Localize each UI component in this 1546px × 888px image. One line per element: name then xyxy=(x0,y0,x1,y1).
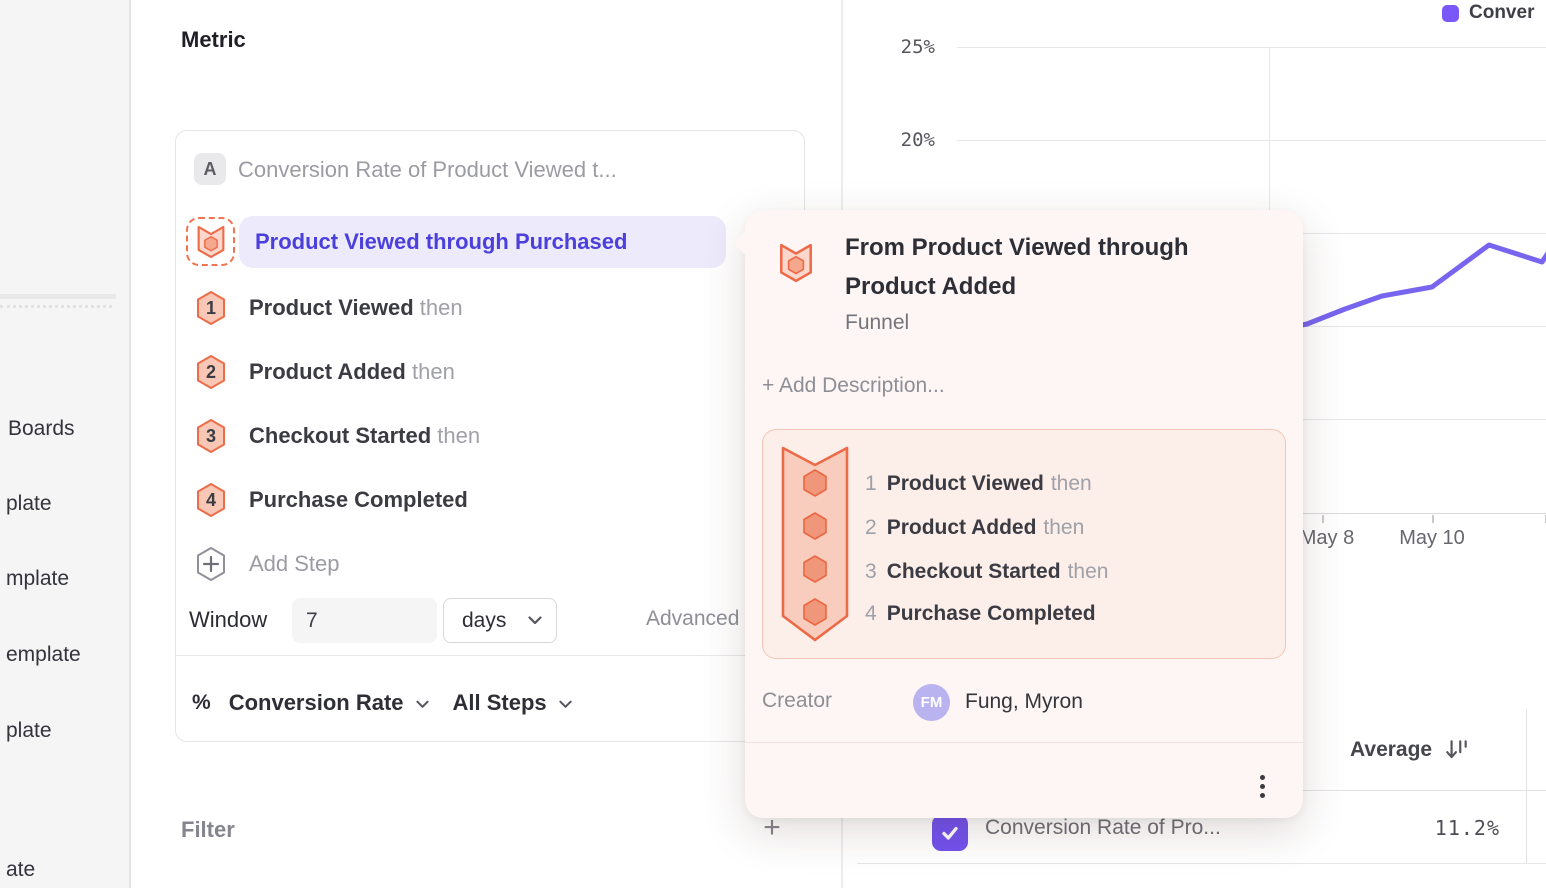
y-axis-tick-25: 25% xyxy=(900,36,935,58)
add-step-button[interactable]: Add Step xyxy=(195,546,340,582)
average-header-label: Average xyxy=(1350,738,1433,761)
advanced-link[interactable]: Advanced xyxy=(646,607,740,630)
funnel-step-row-1[interactable]: 1 Product Viewed then xyxy=(195,290,463,326)
funnel-banner-icon xyxy=(779,444,851,651)
sort-descending-icon[interactable] xyxy=(1444,737,1470,763)
step-2-hexagon-icon: 2 xyxy=(195,354,227,390)
card-divider xyxy=(176,655,804,656)
measure-dropdown[interactable]: Conversion Rate xyxy=(228,690,404,715)
sidebar-divider xyxy=(0,294,116,299)
selected-funnel-pill[interactable]: Product Viewed through Purchased xyxy=(239,216,726,268)
funnel-icon xyxy=(778,242,814,289)
sidebar-dotted-divider xyxy=(0,305,112,308)
table-row-average-value: 11.2% xyxy=(1434,816,1500,840)
step-3-name: Checkout Started xyxy=(249,423,432,448)
metric-builder-panel: Metric A Conversion Rate of Product View… xyxy=(133,0,841,888)
table-column-divider xyxy=(1526,710,1527,863)
creator-avatar: FM xyxy=(913,684,950,721)
sidebar-item-boards[interactable]: Boards xyxy=(8,417,75,440)
steps-scope-dropdown[interactable]: All Steps xyxy=(452,690,547,715)
window-unit-select[interactable]: days xyxy=(443,598,557,643)
checkmark-icon xyxy=(942,826,958,840)
funnel-step-row-2[interactable]: 2 Product Added then xyxy=(195,354,455,390)
popover-footer-divider xyxy=(745,742,1303,743)
funnel-preview-card: 1 Product Viewed then 2 Product Added th… xyxy=(762,429,1286,659)
window-unit-value: days xyxy=(462,608,507,632)
sidebar-item-template-4[interactable]: plate xyxy=(6,719,52,742)
table-row-label[interactable]: Conversion Rate of Pro... xyxy=(985,816,1221,839)
sidebar-item-template-5[interactable]: ate xyxy=(6,858,36,881)
legend-label: Conver xyxy=(1469,2,1535,23)
chart-legend[interactable]: Conver xyxy=(1442,2,1534,24)
series-badge: A xyxy=(194,153,226,185)
sidebar-item-template-3[interactable]: emplate xyxy=(6,643,81,666)
funnel-step-row-4[interactable]: 4 Purchase Completed xyxy=(195,482,468,518)
x-axis-label-may10: May 10 xyxy=(1399,527,1465,549)
sidebar: Boards plate mplate emplate plate ate xyxy=(0,0,131,888)
window-label: Window xyxy=(189,607,268,632)
selected-funnel-label: Product Viewed through Purchased xyxy=(255,229,628,254)
x-tickmark xyxy=(1322,515,1324,523)
funnel-icon xyxy=(197,225,224,258)
creator-label: Creator xyxy=(762,689,833,712)
series-checkbox[interactable] xyxy=(932,815,968,851)
popover-step-2: 2 Product Added then xyxy=(865,516,1085,539)
x-axis-label-may8: May 8 xyxy=(1299,527,1355,549)
step-1-then: then xyxy=(419,295,463,320)
funnel-details-popover: From Product Viewed through Product Adde… xyxy=(733,210,1303,818)
step-4-hexagon-icon: 4 xyxy=(195,482,227,518)
series-title[interactable]: Conversion Rate of Product Viewed t... xyxy=(238,157,617,182)
chevron-down-icon[interactable] xyxy=(559,700,572,709)
add-step-plus-icon xyxy=(195,546,227,582)
table-row-border xyxy=(857,863,1546,864)
step-1-hexagon-icon: 1 xyxy=(195,290,227,326)
sidebar-item-template-2[interactable]: mplate xyxy=(6,567,70,590)
gridline-20 xyxy=(957,140,1546,141)
funnel-step-row-3[interactable]: 3 Checkout Started then xyxy=(195,418,480,454)
step-2-name: Product Added xyxy=(249,359,406,384)
chevron-down-icon xyxy=(528,616,542,625)
popover-step-1: 1 Product Viewed then xyxy=(865,472,1092,495)
funnel-step-icon-selected[interactable] xyxy=(186,217,235,266)
step-2-then: then xyxy=(411,359,455,384)
sidebar-item-template-1[interactable]: plate xyxy=(6,492,52,515)
metric-section-title: Metric xyxy=(181,27,246,52)
add-description-link[interactable]: + Add Description... xyxy=(762,374,945,397)
metric-card: A Conversion Rate of Product Viewed t...… xyxy=(175,130,805,742)
step-1-name: Product Viewed xyxy=(249,295,414,320)
popover-step-4: 4 Purchase Completed xyxy=(865,602,1096,625)
more-options-button[interactable] xyxy=(1251,768,1273,804)
add-filter-button[interactable]: + xyxy=(763,811,781,844)
percent-symbol: % xyxy=(192,691,211,714)
y-axis-tick-20: 20% xyxy=(900,129,935,151)
step-3-then: then xyxy=(437,423,481,448)
chevron-down-icon[interactable] xyxy=(415,700,429,709)
table-header-average[interactable]: Average xyxy=(1350,737,1470,763)
legend-swatch-icon xyxy=(1442,4,1459,22)
x-tickmark xyxy=(1432,515,1434,523)
window-value-input[interactable] xyxy=(292,598,437,643)
creator-name: Fung, Myron xyxy=(965,690,1083,713)
popover-step-3: 3 Checkout Started then xyxy=(865,560,1109,583)
gridline-25 xyxy=(957,47,1546,48)
popover-title: From Product Viewed through Product Adde… xyxy=(845,234,1189,300)
filter-section-title: Filter xyxy=(181,817,235,842)
step-4-name: Purchase Completed xyxy=(249,487,468,512)
step-3-hexagon-icon: 3 xyxy=(195,418,227,454)
popover-type-label: Funnel xyxy=(845,311,910,334)
add-step-label: Add Step xyxy=(249,551,340,576)
